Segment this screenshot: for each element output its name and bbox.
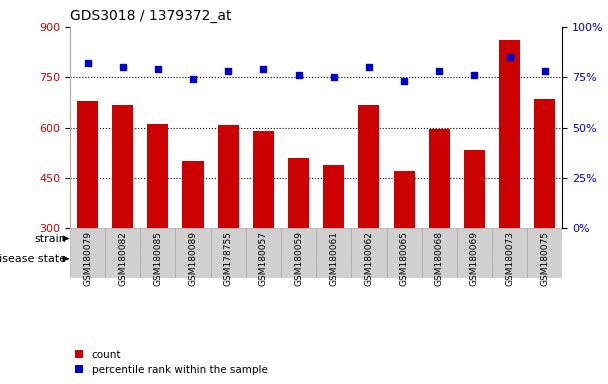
Bar <box>464 149 485 228</box>
Bar <box>422 228 457 278</box>
Text: GSM180073: GSM180073 <box>505 231 514 286</box>
Point <box>294 72 303 78</box>
Text: GSM178755: GSM178755 <box>224 231 233 286</box>
Point <box>118 64 128 70</box>
Bar <box>70 228 105 278</box>
Point <box>540 68 550 74</box>
Point <box>399 78 409 84</box>
Text: non-hypertensive: non-hypertensive <box>91 233 189 243</box>
Bar <box>105 228 140 278</box>
Bar <box>176 228 210 278</box>
Bar <box>351 228 387 278</box>
Bar <box>387 228 422 278</box>
Point <box>434 68 444 74</box>
Text: GSM180062: GSM180062 <box>364 231 373 286</box>
Point <box>469 72 479 78</box>
Bar <box>253 131 274 228</box>
Bar <box>499 40 520 228</box>
Bar <box>77 101 98 228</box>
Legend: count, percentile rank within the sample: count, percentile rank within the sample <box>75 350 268 375</box>
Point <box>153 66 163 72</box>
Text: control: control <box>121 254 159 264</box>
Bar <box>323 165 344 228</box>
Bar <box>288 158 309 228</box>
Text: GSM180069: GSM180069 <box>470 231 479 286</box>
Bar <box>70 228 210 249</box>
Bar <box>534 99 555 228</box>
Text: GSM180065: GSM180065 <box>399 231 409 286</box>
Text: compensated: compensated <box>278 254 354 264</box>
Point <box>258 66 268 72</box>
Bar <box>281 228 316 278</box>
Bar <box>358 105 379 228</box>
Bar <box>182 161 204 228</box>
Bar <box>457 228 492 278</box>
Bar <box>492 228 527 278</box>
Text: GSM180089: GSM180089 <box>188 231 198 286</box>
Bar <box>140 228 176 278</box>
Bar <box>147 124 168 228</box>
Bar <box>246 228 281 278</box>
Text: GDS3018 / 1379372_at: GDS3018 / 1379372_at <box>70 9 232 23</box>
Point <box>364 64 374 70</box>
Bar <box>316 228 351 278</box>
Text: strain: strain <box>35 233 66 243</box>
Text: GSM180079: GSM180079 <box>83 231 92 286</box>
Point <box>223 68 233 74</box>
Point <box>83 60 92 66</box>
Text: failure: failure <box>474 254 510 264</box>
Bar <box>210 249 422 269</box>
Point <box>505 54 514 60</box>
Bar <box>210 228 562 249</box>
Text: GSM180068: GSM180068 <box>435 231 444 286</box>
Text: hypertensive: hypertensive <box>350 233 423 243</box>
Text: GSM180085: GSM180085 <box>153 231 162 286</box>
Text: GSM180061: GSM180061 <box>330 231 338 286</box>
Bar <box>70 249 210 269</box>
Point <box>329 74 339 80</box>
Text: GSM180059: GSM180059 <box>294 231 303 286</box>
Bar <box>393 171 415 228</box>
Bar <box>112 105 133 228</box>
Bar <box>422 249 562 269</box>
Bar <box>210 228 246 278</box>
Text: disease state: disease state <box>0 254 66 264</box>
Point <box>188 76 198 83</box>
Bar <box>218 125 239 228</box>
Bar <box>527 228 562 278</box>
Bar <box>429 129 450 228</box>
Text: GSM180057: GSM180057 <box>259 231 268 286</box>
Text: GSM180082: GSM180082 <box>118 231 127 286</box>
Text: GSM180075: GSM180075 <box>541 231 549 286</box>
